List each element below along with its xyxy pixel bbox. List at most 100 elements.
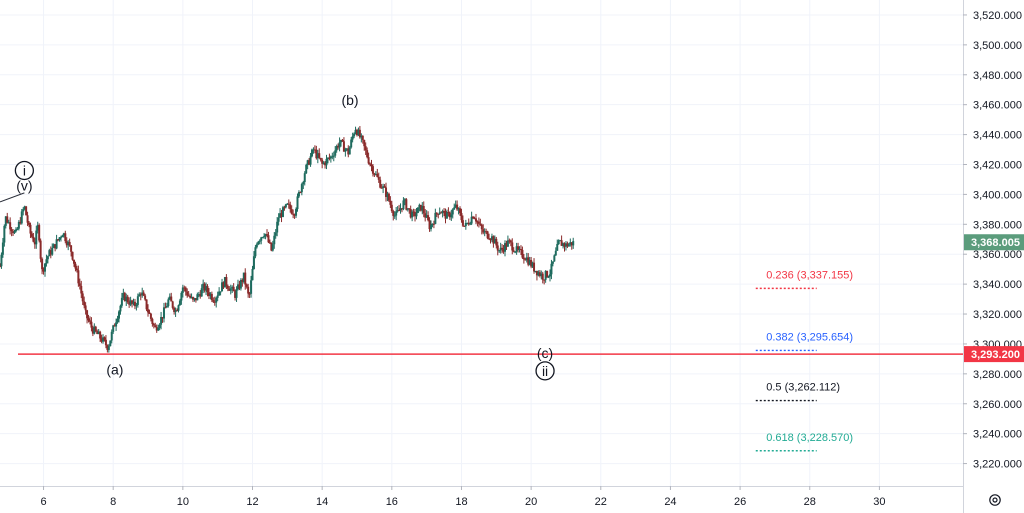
time-tick-label: 24	[664, 496, 676, 508]
candle-body	[196, 294, 199, 301]
candle-body	[354, 129, 357, 134]
candle-body	[219, 291, 222, 293]
chart-settings-button[interactable]	[982, 489, 1008, 511]
candle-body	[51, 247, 54, 255]
candle-body	[347, 148, 350, 155]
candle-body	[540, 273, 543, 276]
candle-body	[564, 243, 567, 247]
candle-body	[382, 186, 385, 189]
candle-body	[379, 179, 382, 188]
time-tick-label: 30	[873, 496, 885, 508]
candle-body	[364, 146, 367, 151]
candle-body	[36, 225, 39, 231]
time-tick-label: 10	[177, 496, 189, 508]
candle-body	[210, 293, 213, 301]
candle-body	[453, 207, 456, 210]
candle-body	[527, 257, 530, 265]
candle-body	[93, 326, 96, 334]
candle-body	[132, 301, 135, 304]
candle-body	[71, 251, 74, 260]
candle-body	[303, 173, 306, 183]
candle-body	[284, 204, 287, 208]
candle-body	[48, 250, 51, 257]
candle-body	[133, 301, 136, 307]
candle-body	[26, 215, 29, 223]
candle-body	[106, 345, 109, 350]
trend-line	[0, 192, 25, 203]
candle-body	[392, 211, 395, 216]
candle-body	[46, 256, 49, 260]
candle-body	[559, 240, 562, 242]
candle-body	[25, 206, 28, 216]
candle-body	[43, 263, 46, 272]
candle-body	[358, 129, 361, 138]
candle-body	[229, 288, 232, 291]
candle-body	[3, 225, 6, 243]
candle-body	[142, 292, 145, 296]
candle-body	[302, 182, 305, 185]
support-price-badge: 3,293.200	[971, 349, 1020, 361]
candle-body	[464, 223, 467, 227]
candle-body	[13, 231, 16, 234]
candle-body	[425, 215, 428, 218]
candle-body	[470, 216, 473, 224]
candle-body	[329, 156, 332, 159]
candle-body	[377, 176, 380, 180]
candle-body	[16, 228, 19, 230]
candle-body	[395, 211, 398, 216]
candle-body	[212, 300, 215, 302]
candle-body	[260, 237, 263, 241]
price-tick-label: 3,520.000	[973, 10, 1022, 22]
candle-body	[566, 243, 569, 247]
candle-body	[161, 316, 164, 319]
candle-body	[399, 208, 402, 211]
candle-body	[493, 238, 496, 244]
wave-label: (v)	[16, 177, 32, 193]
candle-body	[344, 149, 347, 152]
candle-body	[434, 212, 437, 224]
plot-area: 0.236 (3,337.155) 0.382 (3,295.654) 0.5 (3…	[0, 0, 963, 486]
candle-body	[488, 238, 491, 240]
candle-body	[406, 208, 409, 210]
candle-body	[533, 262, 536, 272]
candle-body	[348, 147, 351, 155]
candle-body	[482, 229, 485, 233]
price-axis-background	[963, 0, 1024, 513]
candle-body	[268, 242, 271, 244]
candle-body	[383, 186, 386, 188]
candle-body	[19, 221, 22, 224]
candle-body	[414, 212, 417, 217]
candle-body	[236, 284, 239, 290]
candle-body	[315, 149, 318, 159]
candle-body	[480, 224, 483, 230]
candle-body	[91, 327, 94, 334]
candle-body	[428, 220, 431, 230]
candle-body	[115, 322, 118, 327]
candle-body	[234, 291, 237, 298]
candle-body	[440, 212, 443, 214]
candle-body	[7, 222, 10, 224]
candle-body	[194, 298, 197, 301]
fib-level-label: 0.618 (3,228.570)	[766, 432, 853, 444]
candle-body	[287, 203, 290, 205]
time-tick-label: 8	[110, 496, 116, 508]
candle-body	[280, 213, 283, 217]
candle-body	[64, 233, 67, 242]
candle-body	[374, 173, 377, 175]
candle-body	[506, 240, 509, 247]
candle-body	[289, 204, 292, 210]
candle-body	[97, 331, 100, 335]
candle-body	[239, 279, 242, 289]
price-tick-label: 3,400.000	[973, 189, 1022, 201]
candle-body	[316, 153, 319, 159]
candle-body	[502, 249, 505, 252]
candle-body	[432, 223, 435, 225]
candle-body	[409, 209, 412, 218]
candle-body	[149, 313, 152, 319]
candle-body	[45, 259, 48, 264]
candle-body	[345, 148, 348, 150]
candle-body	[263, 236, 266, 238]
candle-body	[311, 149, 314, 157]
candle-body	[174, 310, 177, 313]
